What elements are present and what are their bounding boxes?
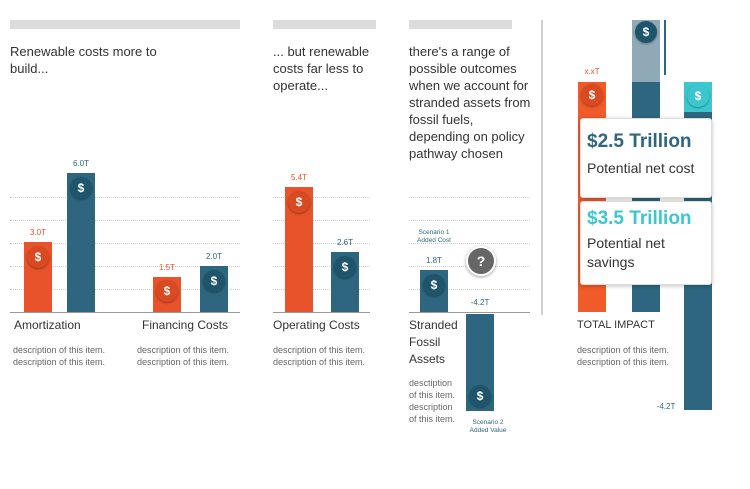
gridline xyxy=(409,220,530,221)
value-label: 2.6T xyxy=(336,237,353,247)
value-label: 6.0T xyxy=(72,158,89,168)
gridline xyxy=(409,243,530,244)
dollar-coin-icon: $ xyxy=(288,190,310,213)
description-operating: description of this item. description of … xyxy=(273,345,366,367)
value-label: 1.5T xyxy=(158,263,175,273)
dollar-coin-icon: $ xyxy=(156,280,178,303)
net-cost-label: Potential net cost xyxy=(587,160,695,176)
gridline xyxy=(273,266,370,267)
section-bar-stranded xyxy=(409,20,512,29)
category-total: TOTAL IMPACT xyxy=(577,319,655,331)
baseline xyxy=(273,312,370,313)
total-bottom-label: -4.2T xyxy=(656,402,676,411)
total-top-label: x.xT xyxy=(584,67,600,76)
gridline xyxy=(273,220,370,221)
category-financing: Financing Costs xyxy=(142,318,229,332)
gridline xyxy=(10,220,240,221)
gridline xyxy=(409,197,530,198)
heading-build: Renewable costs more to build... xyxy=(10,44,157,76)
heading-stranded: there's a range of possible outcomes when … xyxy=(409,44,531,161)
value-label: 5.4T xyxy=(290,172,307,182)
description-amortization: description of this item. description of … xyxy=(13,345,106,367)
baseline xyxy=(409,312,530,313)
description-financing: description of this item. description of … xyxy=(137,345,230,367)
net-cost-amount: $2.5 Trillion xyxy=(587,131,692,152)
total-divider xyxy=(541,20,543,315)
total-cost-coin-icon: $ xyxy=(581,84,603,106)
baseline xyxy=(10,312,240,313)
section-bar-build xyxy=(10,20,240,29)
net-savings-amount: $3.5 Trillion xyxy=(587,208,692,229)
net-savings-card[interactable]: $3.5 Trillion Potential net savings xyxy=(580,201,712,285)
dollar-coin-icon: $ xyxy=(423,274,445,297)
category-operating: Operating Costs xyxy=(273,318,360,332)
gridline xyxy=(10,289,240,290)
total-stack-edge xyxy=(664,20,666,75)
value-label: 2.0T xyxy=(205,251,222,261)
dollar-coin-icon: $ xyxy=(27,246,49,269)
heading-operate: ... but renewable costs far less to operat… xyxy=(273,44,370,93)
value-label: 1.8T xyxy=(425,256,442,266)
net-cost-card[interactable]: $2.5 Trillion Potential net cost xyxy=(580,118,712,198)
dollar-coin-icon: $ xyxy=(203,269,225,292)
help-question-icon[interactable]: ? xyxy=(466,246,496,276)
category-amortization: Amortization xyxy=(14,318,81,332)
scenario-1-label: Scenario 1 Added Cost xyxy=(417,229,451,244)
total-stack-coin-icon: $ xyxy=(635,21,657,43)
category-stranded: Stranded Fossil Assets xyxy=(409,318,458,366)
gridline xyxy=(273,243,370,244)
value-label-negative: -4.2T xyxy=(470,298,490,307)
gridline xyxy=(10,243,240,244)
gridline xyxy=(409,289,530,290)
description-stranded: desctiption of this item. description of t… xyxy=(409,378,456,424)
total-savings-coin-icon: $ xyxy=(687,85,709,107)
scenario-2-label: Scenario 2 Added Value xyxy=(469,419,507,434)
dollar-coin-icon: $ xyxy=(334,255,356,278)
gridline xyxy=(10,197,240,198)
dollar-coin-icon: $ xyxy=(469,385,491,408)
net-savings-label: Potential net savings xyxy=(587,235,665,270)
gridline xyxy=(10,266,240,267)
gridline xyxy=(273,197,370,198)
value-label: 3.0T xyxy=(29,228,46,238)
description-total: description of this item. description of … xyxy=(577,345,670,367)
gridline xyxy=(273,289,370,290)
dollar-coin-icon: $ xyxy=(70,176,92,199)
section-bar-operate xyxy=(273,20,376,29)
